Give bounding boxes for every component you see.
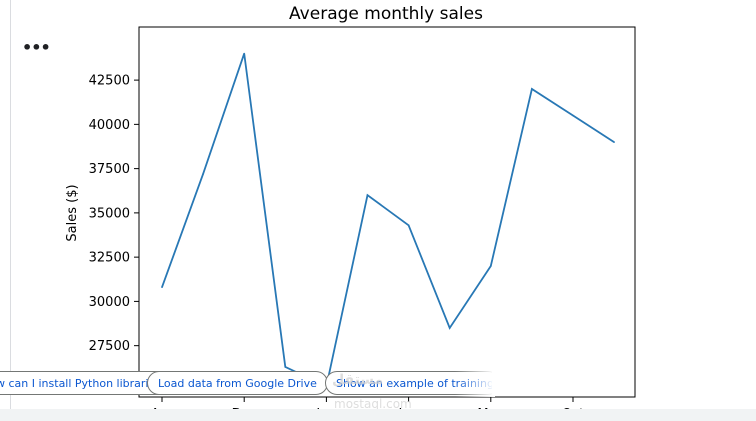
chips-fade xyxy=(455,371,495,397)
data-point-jul xyxy=(613,141,615,143)
data-point-aug xyxy=(284,366,287,368)
y-axis: 27500 30000 32500 35000 37500 40000 42500 xyxy=(89,74,139,354)
data-point-sep xyxy=(531,88,533,90)
left-divider xyxy=(10,0,11,421)
data-point-oct xyxy=(572,114,574,117)
data-point-apr xyxy=(161,286,163,289)
data-point-jun xyxy=(407,224,410,227)
y-tick-label: 35000 xyxy=(89,206,130,221)
data-point-dec xyxy=(243,52,245,55)
data-points xyxy=(161,52,615,388)
y-tick-label: 27500 xyxy=(89,339,130,354)
bottom-bar xyxy=(0,409,756,421)
watermark-logo: مستقل xyxy=(332,372,384,388)
more-horizontal-icon[interactable]: ••• xyxy=(22,38,51,57)
watermark-text: mostaql.com xyxy=(334,397,412,411)
data-point-nov xyxy=(202,173,204,175)
y-tick-label: 42500 xyxy=(89,74,130,89)
suggestion-chips: How can I install Python libraries? Load… xyxy=(0,371,492,397)
y-tick-label: 37500 xyxy=(89,162,130,177)
chart-title: Average monthly sales xyxy=(289,4,483,24)
data-point-feb xyxy=(448,327,451,329)
y-tick-label: 32500 xyxy=(89,251,130,266)
chip-load-drive-data[interactable]: Load data from Google Drive xyxy=(147,371,328,395)
y-tick-label: 40000 xyxy=(89,118,130,133)
data-point-mar xyxy=(366,194,369,196)
plot-area xyxy=(138,26,636,398)
y-tick-label: 30000 xyxy=(89,295,130,310)
y-axis-label: Sales ($) xyxy=(65,184,80,241)
data-point-may xyxy=(490,265,492,267)
sales-series-line xyxy=(161,53,615,388)
chip-install-libraries[interactable]: How can I install Python libraries? xyxy=(0,371,178,395)
